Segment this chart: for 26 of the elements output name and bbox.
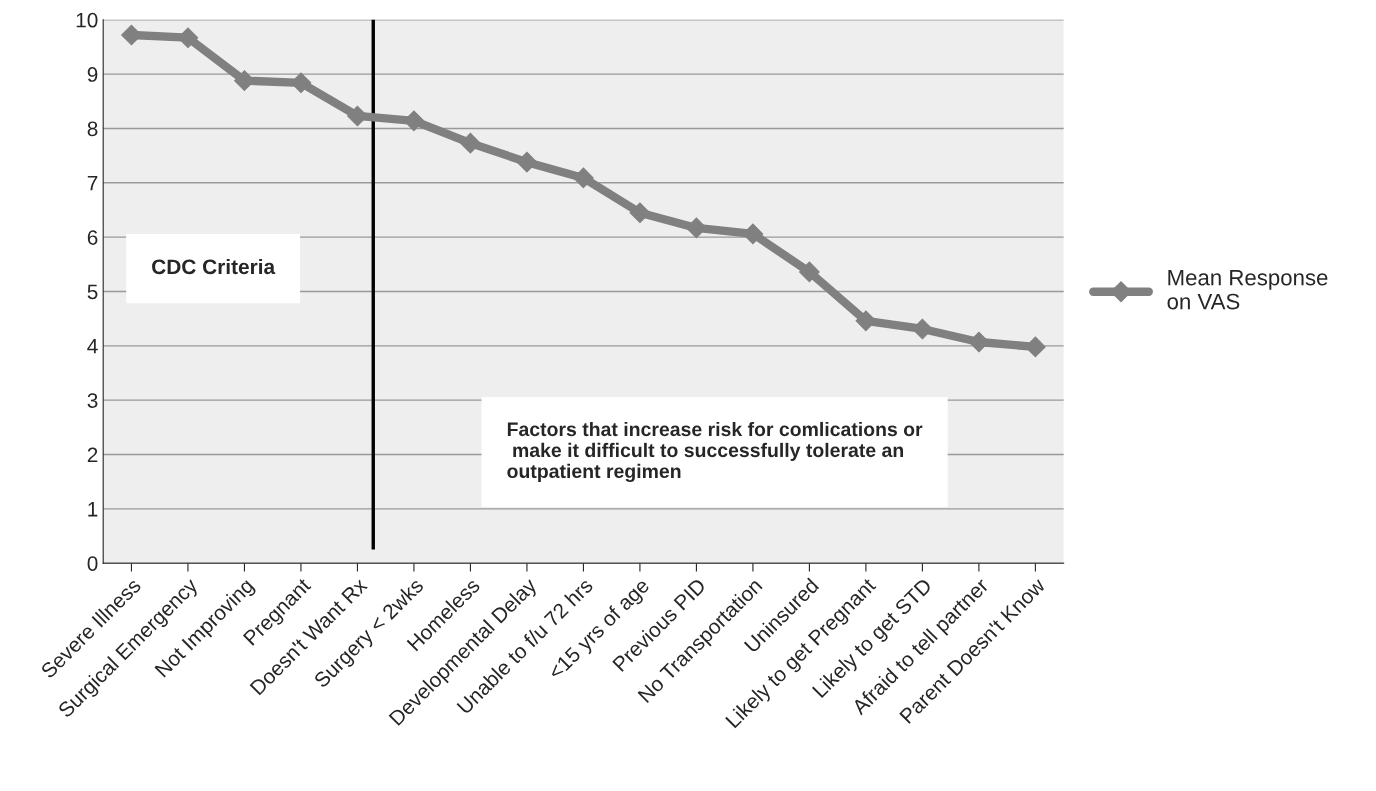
y-tick-label: 8 <box>87 121 98 137</box>
point <box>855 310 877 332</box>
point <box>742 223 764 245</box>
point <box>799 261 820 283</box>
legend-label: Mean Response on VAS <box>1167 269 1328 310</box>
y-tick-label: 6 <box>87 230 98 245</box>
point <box>347 105 368 127</box>
y-tick-label: 5 <box>87 284 98 300</box>
y-tick-label: 7 <box>87 176 98 191</box>
y-tick-label: 1 <box>88 502 98 517</box>
point <box>516 151 538 173</box>
annotation: CDC Criteria <box>152 258 276 275</box>
y-tick-label: 0 <box>87 556 98 571</box>
annotation: Factors that increase risk for comlications or make it difficult to successfully tolerate an outpatient regimen <box>507 421 923 482</box>
point <box>403 110 425 132</box>
point <box>629 202 651 224</box>
point <box>573 167 594 189</box>
point <box>686 217 707 239</box>
y-tick-label: 10 <box>76 12 98 28</box>
point <box>912 318 933 340</box>
point <box>460 132 481 154</box>
y-tick-label: 3 <box>87 393 98 408</box>
point <box>1025 336 1046 358</box>
y-tick-label: 9 <box>87 67 98 82</box>
y-tick-label: 4 <box>87 339 98 354</box>
y-tick-label: 2 <box>87 447 98 463</box>
